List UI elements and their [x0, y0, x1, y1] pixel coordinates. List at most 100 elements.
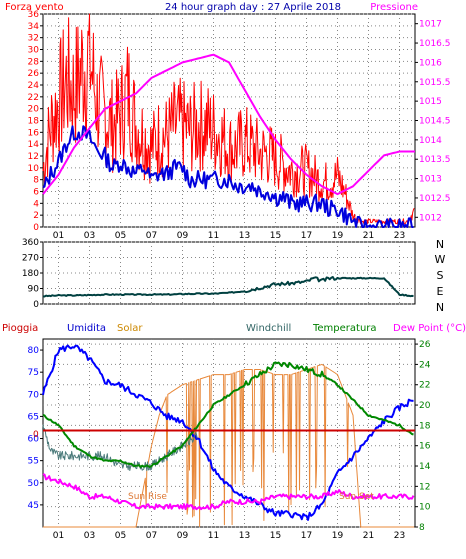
series-temperature — [42, 361, 414, 468]
x-tick-label: 05 — [115, 231, 126, 241]
direction-label-n-top: N — [436, 238, 444, 251]
y-tick-label: 34 — [28, 22, 40, 32]
chart-right-title: Pressione — [370, 2, 418, 13]
series-windchill — [42, 424, 198, 472]
y-tick-label: 1014.5 — [419, 117, 451, 127]
sunset-annotation: Sun Set — [339, 492, 374, 502]
y-tick-label: 1013.5 — [419, 155, 451, 165]
y-tick-label: 1017 — [419, 20, 442, 30]
y-tick-label: 70 — [28, 390, 40, 400]
y-tick-label: 26 — [28, 69, 40, 79]
y-tick-label: 24 — [419, 360, 431, 370]
x-tick-label: 17 — [301, 531, 312, 541]
temperature-humidity-frame — [42, 338, 416, 528]
y-tick-label: 60 — [28, 435, 40, 445]
y-tick-label: 55 — [28, 457, 39, 467]
y-tick-label: 180 — [22, 269, 39, 279]
y-tick-label: 12 — [28, 152, 39, 162]
series-humidity — [42, 344, 414, 521]
y-tick-label: 32 — [28, 34, 39, 44]
series-wind-average — [42, 125, 414, 228]
x-tick-label: 15 — [270, 531, 281, 541]
y-tick-label: 1016 — [419, 58, 442, 68]
x-tick-label: 11 — [208, 231, 219, 241]
y-tick-label: 2 — [33, 211, 39, 221]
y-tick-label: 24 — [28, 81, 40, 91]
y-tick-label: 45 — [28, 501, 39, 511]
y-tick-label: 75 — [28, 368, 39, 378]
x-tick-label: 01 — [53, 231, 64, 241]
y-tick-label: 1014 — [419, 136, 442, 146]
x-tick-label: 23 — [394, 231, 405, 241]
y-tick-label: 10 — [419, 503, 431, 513]
y-tick-label: 65 — [28, 412, 39, 422]
y-tick-label: 90 — [28, 285, 40, 295]
series-solar — [43, 363, 415, 528]
y-tick-label: 50 — [28, 479, 40, 489]
series-dewpoint — [42, 473, 415, 511]
label-dewpoint: Dew Point (°C) — [393, 323, 466, 334]
x-tick-label: 19 — [332, 531, 344, 541]
y-tick-label: 0 — [33, 223, 39, 233]
x-tick-label: 17 — [301, 231, 312, 241]
x-tick-label: 07 — [146, 531, 157, 541]
y-tick-label: 80 — [28, 346, 40, 356]
direction-label-w: W — [435, 253, 446, 266]
direction-label-e: E — [437, 285, 444, 298]
x-tick-label: 01 — [53, 531, 64, 541]
temperature-humidity-panel: 45 50 55 60 65 70 75 80 8 10 12 14 16 18 20 22 24 26 01 0… — [28, 338, 431, 541]
y-tick-label: 1015.5 — [419, 78, 451, 88]
y-tick-label: 1013 — [419, 175, 442, 185]
y-tick-label: 16 — [419, 442, 431, 452]
x-tick-label: 11 — [208, 531, 219, 541]
y-tick-label: 26 — [419, 340, 431, 350]
y-tick-label: 8 — [33, 176, 39, 186]
y-tick-label: 20 — [28, 105, 40, 115]
y-tick-label: 360 — [22, 238, 39, 248]
x-tick-label: 03 — [84, 531, 95, 541]
chart-left-title: Forza vento — [5, 2, 64, 13]
direction-label-n-bottom: N — [436, 301, 444, 314]
y-tick-label: 18 — [28, 117, 40, 127]
label-temperatura: Temperatura — [312, 323, 377, 334]
label-solar: Solar — [117, 323, 143, 334]
y-tick-label: 1015 — [419, 97, 442, 107]
x-tick-label: 09 — [177, 531, 189, 541]
y-tick-label: 36 — [28, 10, 40, 20]
y-tick-label: 14 — [28, 140, 40, 150]
y-tick-label: 0 — [33, 300, 39, 310]
y-tick-label: 1012.5 — [419, 194, 451, 204]
x-tick-label: 19 — [332, 231, 344, 241]
sunrise-annotation: Sun Rise — [128, 492, 167, 502]
label-umidita: Umidita — [67, 323, 106, 334]
x-tick-label: 21 — [363, 231, 374, 241]
x-tick-label: 05 — [115, 531, 126, 541]
y-tick-label: 270 — [22, 254, 39, 264]
y-tick-label: 22 — [419, 381, 430, 391]
x-tick-label: 13 — [239, 231, 250, 241]
y-tick-label: 1016.5 — [419, 39, 451, 49]
y-tick-label: 4 — [33, 199, 39, 209]
label-windchill: Windchill — [246, 323, 291, 334]
y-tick-label: 18 — [419, 421, 431, 431]
x-tick-label: 13 — [239, 531, 250, 541]
x-tick-label: 03 — [84, 231, 95, 241]
y-tick-label: 10 — [28, 164, 40, 174]
label-pioggia: Pioggia — [2, 323, 38, 334]
x-tick-label: 21 — [363, 531, 374, 541]
x-tick-label: 07 — [146, 231, 157, 241]
direction-label-s: S — [437, 269, 444, 282]
y-tick-label: 8 — [419, 523, 425, 533]
series-wind-direction — [42, 276, 414, 298]
y-tick-label: 6 — [33, 188, 39, 198]
x-tick-label: 09 — [177, 231, 189, 241]
series-pressure — [42, 53, 415, 196]
wind-direction-panel: 0 90 180 270 360 N W S E N — [22, 238, 446, 314]
y-tick-label: 16 — [28, 128, 40, 138]
y-tick-label: 28 — [28, 57, 40, 67]
y-tick-label: 30 — [28, 46, 40, 56]
y-tick-label: 1012 — [419, 213, 442, 223]
chart-center-title: 24 hour graph day : 27 Aprile 2018 — [165, 2, 341, 13]
